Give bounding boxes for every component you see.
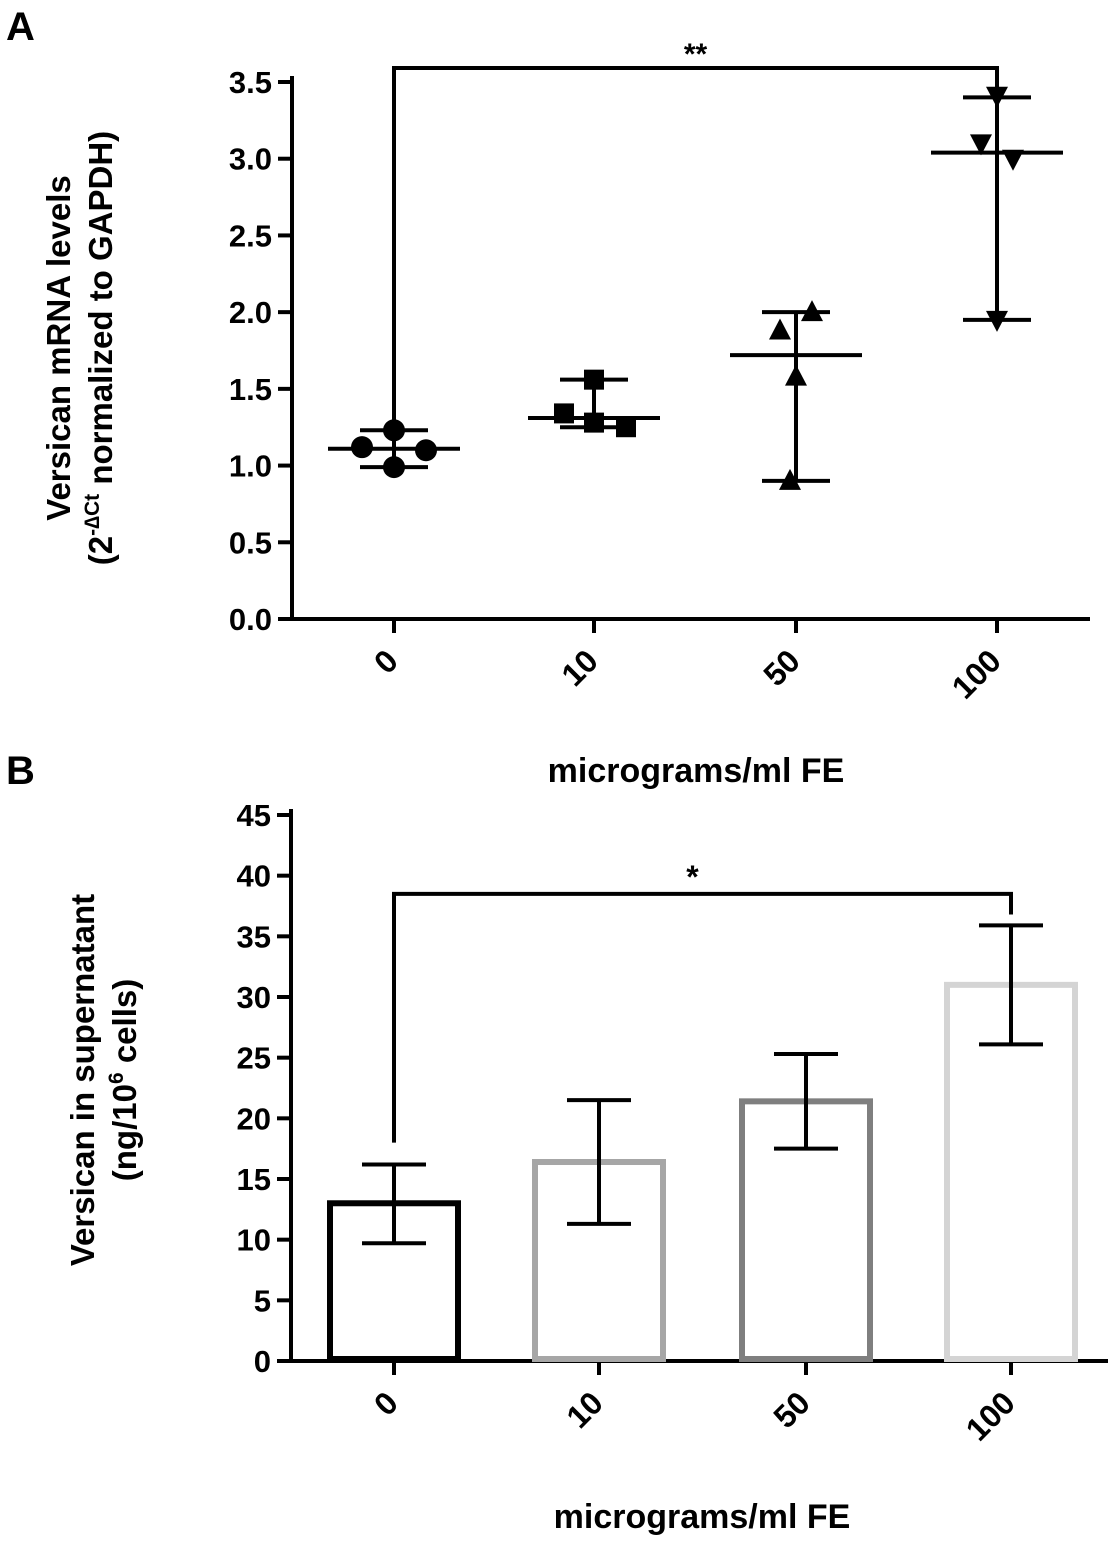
y-tick-label: 5 bbox=[254, 1283, 271, 1318]
panel-b-y-axis-title: Versican in supernatant (ng/106 cells) bbox=[64, 894, 143, 1266]
panel-a-x-ticks: 0 10 50 100 bbox=[367, 619, 1008, 706]
panel-b-x-ticks: 0 10 50 100 bbox=[367, 1361, 1022, 1448]
panel-a-y-axis-title: Versican mRNA levels (2-∆Ct normalized t… bbox=[40, 131, 119, 565]
panel-a-significance: ** bbox=[392, 38, 999, 426]
significance-bracket bbox=[392, 891, 1013, 1143]
series-0 bbox=[328, 419, 460, 479]
significance-bracket bbox=[392, 66, 999, 426]
y-tick-label: 15 bbox=[237, 1162, 271, 1197]
panel-b: B Versican in supernatant (ng/106 cells)… bbox=[6, 749, 1108, 1536]
y-tick-label: 20 bbox=[237, 1101, 271, 1136]
panel-a-label: A bbox=[6, 5, 35, 49]
panel-a-axes bbox=[290, 76, 1090, 621]
y-tick-label: 1.5 bbox=[229, 372, 272, 407]
panel-b-ylabel-prefix: (ng/10 bbox=[106, 1084, 143, 1181]
x-tick-label: 100 bbox=[959, 1384, 1022, 1447]
triangle-up-marker bbox=[769, 318, 791, 340]
y-tick-label: 2.0 bbox=[229, 295, 272, 330]
series-100 bbox=[931, 86, 1063, 332]
y-tick-label: 40 bbox=[237, 859, 271, 894]
triangle-down-marker bbox=[970, 134, 992, 156]
panel-a-x-axis-title: micrograms/ml FE bbox=[548, 752, 845, 790]
panel-b-significance: * bbox=[392, 859, 1013, 1143]
panel-a-y-ticks: 0.0 0.5 1.0 1.5 2.0 2.5 3.0 3.5 bbox=[229, 65, 292, 637]
y-tick-label: 45 bbox=[237, 798, 271, 833]
x-tick-label: 50 bbox=[766, 1384, 817, 1435]
panel-b-ylabel-line2: (ng/106 cells) bbox=[105, 979, 143, 1181]
x-tick-label: 0 bbox=[367, 1384, 405, 1422]
panel-b-ylabel-sup: 6 bbox=[105, 1072, 128, 1084]
panel-a-data bbox=[328, 86, 1063, 490]
x-tick-label: 100 bbox=[945, 642, 1008, 705]
y-tick-label: 2.5 bbox=[229, 218, 272, 253]
x-tick-label: 10 bbox=[559, 1384, 610, 1435]
y-tick-label: 1.0 bbox=[229, 449, 272, 484]
panel-b-data bbox=[327, 923, 1078, 1363]
y-tick-label: 0.0 bbox=[229, 602, 272, 637]
panel-a-ylabel-line2: (2-∆Ct normalized to GAPDH) bbox=[81, 131, 119, 565]
y-tick-label: 10 bbox=[237, 1223, 271, 1258]
panel-a-ylabel-prefix: (2 bbox=[82, 536, 119, 565]
bar-50 bbox=[739, 1052, 873, 1362]
y-tick-label: 30 bbox=[237, 980, 271, 1015]
panel-a: A Versican mRNA levels (2-∆Ct normalized… bbox=[6, 5, 1090, 790]
bar-0 bbox=[327, 1162, 461, 1363]
y-tick-label: 0.5 bbox=[229, 525, 272, 560]
triangle-down-marker bbox=[1002, 149, 1024, 171]
panel-b-ylabel-line1: Versican in supernatant bbox=[64, 894, 101, 1266]
panel-a-ylabel-suffix: normalized to GAPDH) bbox=[82, 131, 119, 494]
panel-a-ylabel-line1: Versican mRNA levels bbox=[40, 175, 77, 520]
panel-b-y-ticks: 0 5 10 15 20 25 30 35 40 45 bbox=[237, 798, 291, 1379]
x-tick-label: 50 bbox=[756, 642, 807, 693]
y-tick-label: 3.0 bbox=[229, 142, 272, 177]
y-tick-label: 25 bbox=[237, 1041, 271, 1076]
panel-b-x-axis-title: micrograms/ml FE bbox=[554, 1498, 851, 1536]
y-tick-label: 35 bbox=[237, 919, 271, 954]
y-tick-label: 3.5 bbox=[229, 65, 272, 100]
panel-a-ylabel-sup: -∆Ct bbox=[81, 494, 104, 536]
panel-b-ylabel-suffix: cells) bbox=[106, 979, 143, 1073]
series-10 bbox=[528, 369, 660, 438]
significance-label: ** bbox=[684, 38, 708, 71]
y-tick-label: 0 bbox=[254, 1344, 271, 1379]
series-50 bbox=[730, 300, 862, 490]
significance-label: * bbox=[686, 859, 699, 895]
bar-10 bbox=[532, 1098, 666, 1362]
square-marker bbox=[554, 403, 574, 424]
x-tick-label: 0 bbox=[367, 642, 405, 680]
bar-100 bbox=[944, 923, 1078, 1362]
x-tick-label: 10 bbox=[554, 642, 605, 693]
panel-b-label: B bbox=[6, 749, 35, 793]
